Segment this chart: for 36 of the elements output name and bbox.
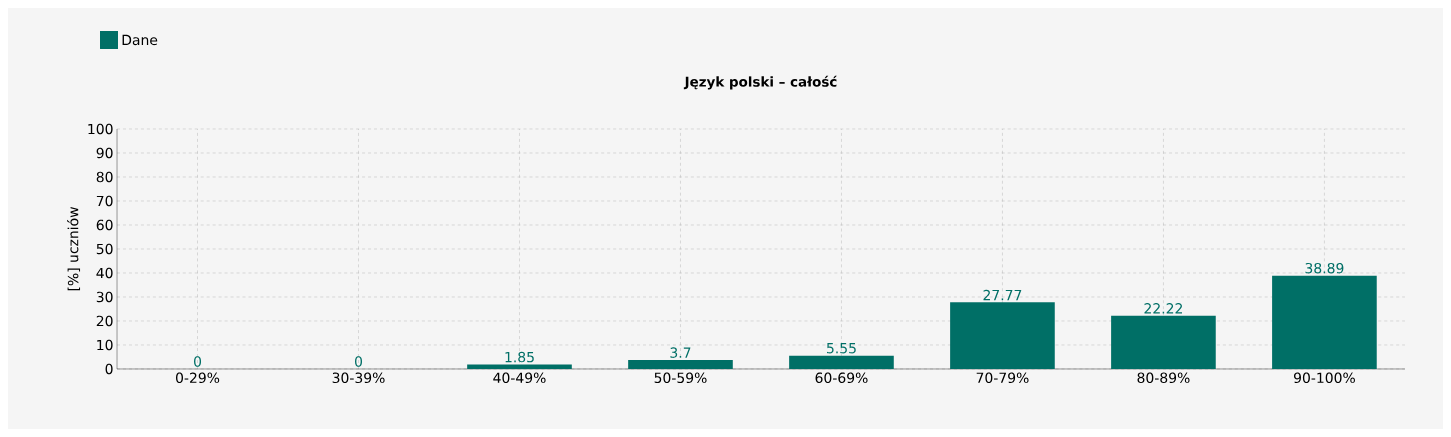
y-tick-label: 30 <box>96 291 113 303</box>
y-axis-title: [%] uczniów <box>67 207 81 291</box>
legend-label: Dane <box>122 34 158 46</box>
bar <box>789 355 894 369</box>
x-tick-label: 30-39% <box>332 372 385 384</box>
bar <box>467 364 572 369</box>
data-label: 0 <box>354 356 363 367</box>
y-tick-label: 60 <box>96 219 113 231</box>
x-tick-label: 40-49% <box>493 372 546 384</box>
bar <box>1111 315 1216 369</box>
x-tick-label: 70-79% <box>976 372 1029 384</box>
data-label: 38.89 <box>1305 262 1344 274</box>
data-label: 22.22 <box>1144 303 1182 314</box>
y-tick-label: 100 <box>88 123 113 135</box>
y-tick-label: 10 <box>97 339 113 351</box>
x-tick-label: 90-100% <box>1293 372 1355 384</box>
data-label: 1.85 <box>505 351 534 363</box>
y-tick-label: 90 <box>96 147 113 159</box>
x-tick-label: 50-59% <box>654 372 707 384</box>
bar <box>628 360 733 369</box>
data-label: 3.7 <box>670 347 691 358</box>
data-label: 27.77 <box>983 289 1022 301</box>
y-tick-label: 70 <box>96 195 113 207</box>
y-tick-label: 20 <box>96 315 113 327</box>
y-tick-label: 50 <box>96 243 113 255</box>
data-label: 0 <box>194 356 202 367</box>
x-tick-label: 60-69% <box>815 372 868 384</box>
bar <box>1272 275 1377 369</box>
y-tick-label: 40 <box>96 267 113 279</box>
y-tick-label: 80 <box>96 171 113 183</box>
x-tick-label: 80-89% <box>1137 372 1190 384</box>
data-label: 5.55 <box>827 343 856 354</box>
chart-title: Język polski – całość <box>683 75 837 90</box>
x-tick-label: 0-29% <box>175 372 220 384</box>
y-tick-label: 0 <box>105 363 113 375</box>
bar <box>950 302 1055 369</box>
